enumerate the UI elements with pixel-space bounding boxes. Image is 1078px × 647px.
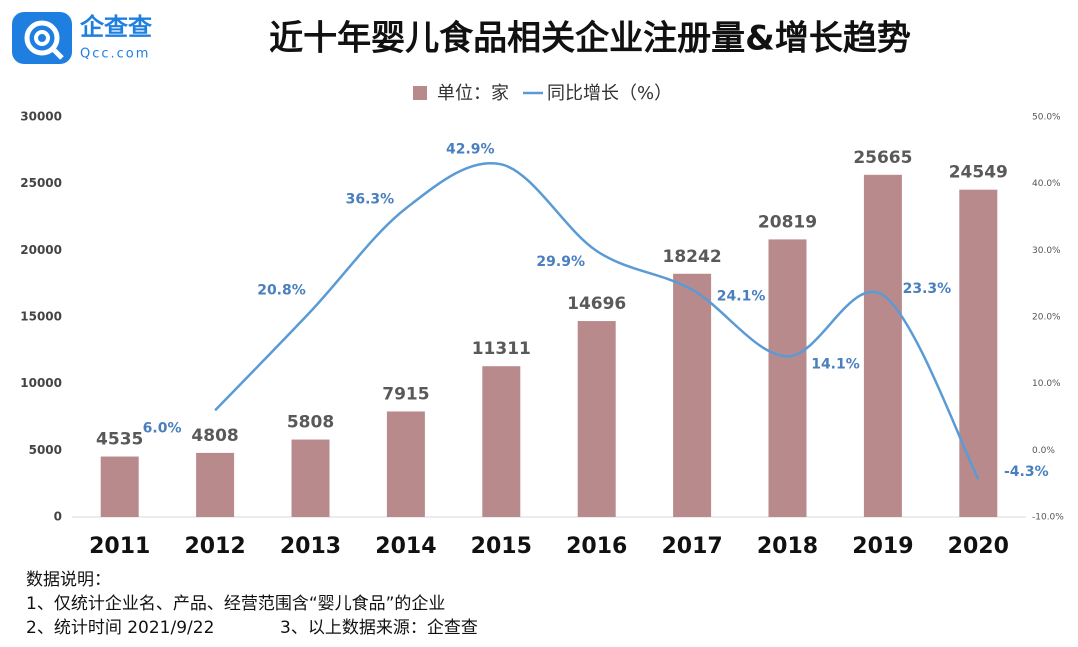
note: 2、统计时间 2021/9/22 [26,618,214,638]
y2-tick-label: 40.0% [1032,179,1061,189]
bar-label: 20819 [758,212,817,232]
y-tick-label: 30000 [20,110,62,124]
line-label: 6.0% [143,420,182,436]
y2-tick-label: 0.0% [1032,446,1055,456]
line-label: 29.9% [536,254,585,270]
legend: 单位：家 同比增长（%） [413,83,672,104]
bar [100,456,139,517]
line-label: 24.1% [717,289,766,305]
bar [863,174,902,518]
bar-label: 4535 [96,430,143,450]
chart-title: 近十年婴儿食品相关企业注册量&增长趋势 [269,19,911,59]
logo-dot [34,30,50,46]
y-tick-label: 0 [54,510,62,524]
bar-label: 7915 [382,384,429,404]
logo-handle [50,46,64,60]
bar-label: 5808 [287,413,334,433]
y-tick-label: 20000 [20,243,62,257]
bar-label: 24549 [949,163,1008,183]
logo-ring [24,20,60,56]
x-tick-label: 2015 [471,534,532,559]
x-tick-label: 2014 [375,534,436,559]
y-tick-label: 10000 [20,376,62,390]
x-tick-label: 2017 [661,534,722,559]
note: 数据说明： [26,570,111,590]
bar-label: 11311 [472,339,531,359]
x-tick-label: 2016 [566,534,627,559]
x-tick-label: 2013 [280,534,341,559]
bar [673,273,712,517]
bar [577,321,616,517]
line-label: -4.3% [1004,464,1049,480]
note: 3、以上数据来源：企查查 [280,618,478,638]
y2-tick-label: 10.0% [1032,379,1061,389]
y2-tick-label: 50.0% [1032,113,1061,123]
line-label: 20.8% [257,283,306,299]
y-tick-label: 25000 [20,176,62,190]
legend-label: 单位：家 [437,83,509,104]
x-tick-label: 2012 [184,534,245,559]
line-label: 14.1% [811,356,860,372]
bar [291,439,330,517]
bar [482,366,521,517]
y2-tick-label: 30.0% [1032,246,1061,256]
line-label: 36.3% [346,191,395,207]
bar [386,411,425,517]
logo-url: Qcc.com [80,47,150,62]
x-tick-label: 2018 [757,534,818,559]
note: 1、仅统计企业名、产品、经营范围含“婴儿食品”的企业 [26,594,445,614]
logo-text: 企查查 [80,13,152,41]
legend-swatch [413,86,427,100]
x-tick-label: 2020 [948,534,1009,559]
y2-tick-label: -10.0% [1032,513,1064,523]
line [214,161,980,480]
line-label: 23.3% [903,281,952,297]
line-label: 42.9% [446,141,495,157]
x-tick-label: 2019 [852,534,913,559]
bar-label: 14696 [567,294,626,314]
bar [768,239,807,517]
y-tick-label: 15000 [20,310,62,324]
bar-label: 18242 [663,247,722,267]
x-tick-label: 2011 [89,534,150,559]
bar-label: 25665 [853,148,912,168]
y-tick-label: 5000 [29,443,62,457]
y2-tick-label: 20.0% [1032,313,1061,323]
bar [959,189,998,517]
bar [196,452,235,517]
legend-label: 同比增长（%） [547,83,672,104]
bar-label: 4808 [191,426,238,446]
